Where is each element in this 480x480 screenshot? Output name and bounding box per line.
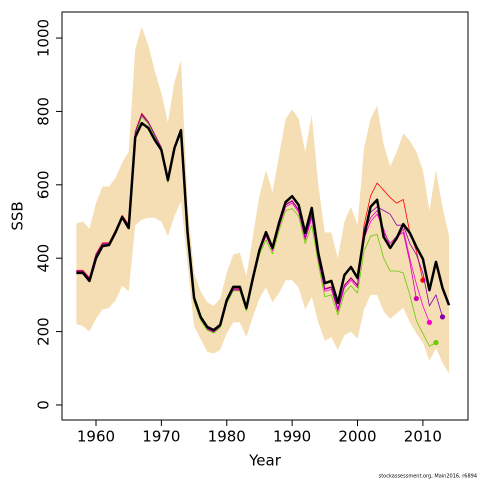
x-tick-label: 2000 — [338, 428, 376, 446]
y-axis-label: SSB — [9, 201, 27, 230]
y-tick-label: 600 — [35, 170, 53, 199]
retro-end-point — [426, 319, 433, 326]
retro-end-point — [439, 314, 446, 320]
y-tick-label: 0 — [35, 400, 53, 410]
retro-end-point — [433, 339, 439, 346]
y-tick-label: 200 — [35, 317, 53, 346]
retro-end-point — [413, 295, 419, 302]
y-tick-label: 400 — [35, 244, 53, 273]
ssb-line — [76, 121, 451, 332]
plot-frame — [61, 11, 469, 421]
confidence-band — [76, 27, 450, 374]
x-tick-label: 1960 — [77, 428, 115, 446]
x-axis-label: Year — [248, 452, 282, 470]
x-tick-label: 1980 — [208, 428, 246, 446]
y-tick-label: 1000 — [35, 19, 53, 57]
x-tick-label: 2010 — [404, 428, 442, 446]
footer: stockassessment.org, Main2016, r6894 — [379, 474, 477, 480]
y-tick-label: 800 — [35, 97, 53, 126]
x-tick-label: 1990 — [273, 428, 311, 446]
x-tick-label: 1970 — [142, 428, 180, 446]
